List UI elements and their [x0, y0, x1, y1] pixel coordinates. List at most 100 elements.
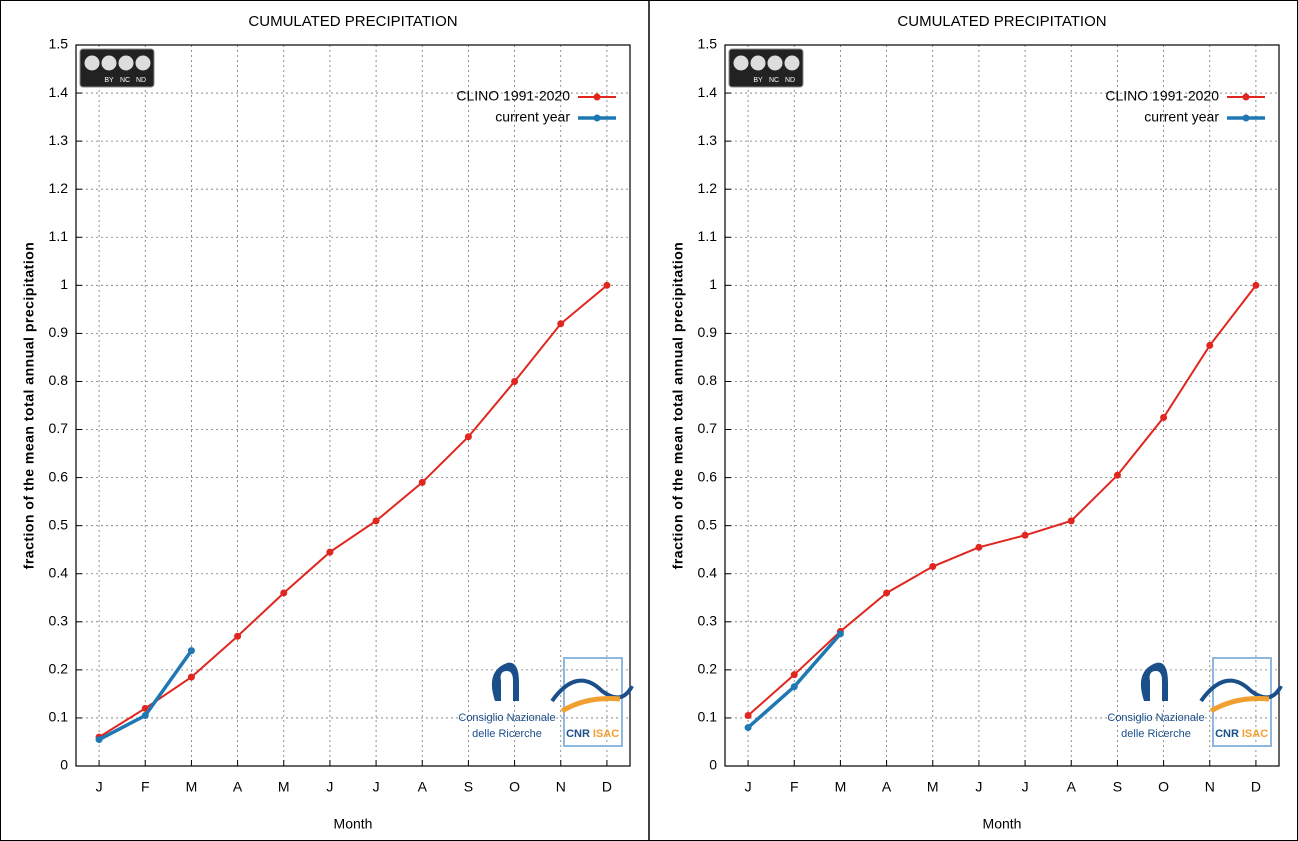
series-line: [98, 284, 608, 739]
series-point: [1160, 414, 1168, 422]
series-point: [1021, 531, 1029, 539]
series-point: [326, 548, 334, 556]
y-tick-label: 1.5: [698, 36, 718, 52]
logo-text: ISAC: [593, 728, 619, 740]
y-tick-label: 0.3: [698, 613, 718, 629]
x-tick-label: A: [882, 779, 892, 795]
y-tick-label: 0.5: [698, 516, 718, 532]
series-point: [187, 647, 195, 655]
y-axis-label: fraction of the mean total annual precip…: [21, 242, 37, 570]
logo-text: delle Ricerche: [1121, 728, 1191, 740]
series-point: [464, 433, 472, 441]
series-point: [234, 632, 242, 640]
y-tick-label: 1.1: [698, 228, 718, 244]
y-tick-label: 0.4: [49, 564, 69, 580]
chart: CUMULATED PRECIPITATION fraction of the m…: [21, 13, 634, 832]
x-tick-label: S: [1113, 779, 1122, 795]
series-point: [929, 563, 937, 571]
x-tick-label: M: [835, 779, 847, 795]
x-tick-label: A: [1067, 779, 1077, 795]
series-point: [790, 683, 798, 691]
y-tick-label: 0.4: [698, 564, 718, 580]
x-tick-label: D: [1251, 779, 1261, 795]
y-tick-label: 0.8: [698, 372, 718, 388]
y-tick-label: 1.2: [698, 180, 718, 196]
y-tick-label: 0.7: [49, 420, 69, 436]
x-tick-label: A: [233, 779, 243, 795]
isac-wave2: [1209, 696, 1270, 714]
x-tick-label: A: [418, 779, 428, 795]
license-label: NC: [120, 77, 130, 84]
y-tick-label: 1.5: [49, 36, 69, 52]
series-point: [790, 671, 798, 679]
y-tick-label: 1.1: [49, 228, 69, 244]
chart-title: CUMULATED PRECIPITATION: [248, 13, 457, 30]
y-tick-label: 0.6: [698, 468, 718, 484]
chart-title: CUMULATED PRECIPITATION: [897, 13, 1106, 30]
series-point: [418, 478, 426, 486]
license-icon: [134, 54, 152, 72]
y-tick-label: 0.9: [698, 324, 718, 340]
logo-text: Consiglio Nazionale: [1107, 712, 1204, 724]
license-label: ND: [136, 77, 146, 84]
x-tick-label: N: [556, 779, 566, 795]
x-axis-label: Month: [983, 816, 1022, 832]
license-label: NC: [769, 77, 779, 84]
x-axis-label: Month: [334, 816, 373, 832]
series-point: [1113, 471, 1121, 479]
logo-text: ISAC: [1242, 728, 1268, 740]
y-tick-label: 1.3: [698, 132, 718, 148]
legend-point: [593, 93, 601, 101]
license-label: BY: [104, 77, 114, 84]
logo-text: delle Ricerche: [472, 728, 542, 740]
x-tick-label: J: [326, 779, 333, 795]
y-tick-label: 0.1: [49, 709, 69, 725]
legend-label: CLINO 1991-2020: [1105, 88, 1219, 104]
series-point: [187, 673, 195, 681]
y-tick-label: 1.3: [49, 132, 69, 148]
x-tick-label: M: [927, 779, 939, 795]
y-tick-label: 0.3: [49, 613, 69, 629]
y-tick-label: 0.8: [49, 372, 69, 388]
x-tick-label: O: [509, 779, 520, 795]
series-point: [1206, 341, 1214, 349]
x-tick-label: F: [790, 779, 799, 795]
license-icon: [117, 54, 135, 72]
license-label: ND: [785, 77, 795, 84]
y-tick-label: 0.5: [49, 516, 69, 532]
series-point: [975, 543, 983, 551]
logo-text: CNR: [566, 728, 590, 740]
y-tick-label: 1: [60, 276, 68, 292]
legend-label: current year: [495, 109, 570, 125]
series-point: [557, 320, 565, 328]
x-tick-label: J: [745, 779, 752, 795]
x-tick-label: S: [464, 779, 473, 795]
license-icon: [766, 54, 784, 72]
y-tick-label: 0: [60, 757, 68, 773]
cnr-emblem: [1140, 662, 1168, 701]
x-tick-label: N: [1205, 779, 1215, 795]
y-tick-label: 0.6: [49, 468, 69, 484]
y-tick-label: 0: [709, 757, 717, 773]
plot-frame: [724, 44, 1280, 767]
series-point: [883, 589, 891, 597]
series-point: [1252, 281, 1260, 289]
x-tick-label: M: [186, 779, 198, 795]
license-label: BY: [753, 77, 763, 84]
series-point: [744, 712, 752, 720]
plot-frame: [75, 44, 631, 767]
y-tick-label: 1: [709, 276, 717, 292]
legend-point: [593, 114, 601, 122]
x-tick-label: J: [96, 779, 103, 795]
y-tick-label: 0.2: [49, 661, 69, 677]
x-tick-label: F: [141, 779, 150, 795]
series-point: [603, 281, 611, 289]
license-icon: [83, 54, 101, 72]
y-tick-label: 0.1: [698, 709, 718, 725]
x-tick-label: M: [278, 779, 290, 795]
x-tick-label: D: [602, 779, 612, 795]
series-point: [1067, 517, 1075, 525]
isac-wave: [550, 678, 634, 703]
series-point: [141, 712, 149, 720]
series-line: [747, 284, 1257, 717]
